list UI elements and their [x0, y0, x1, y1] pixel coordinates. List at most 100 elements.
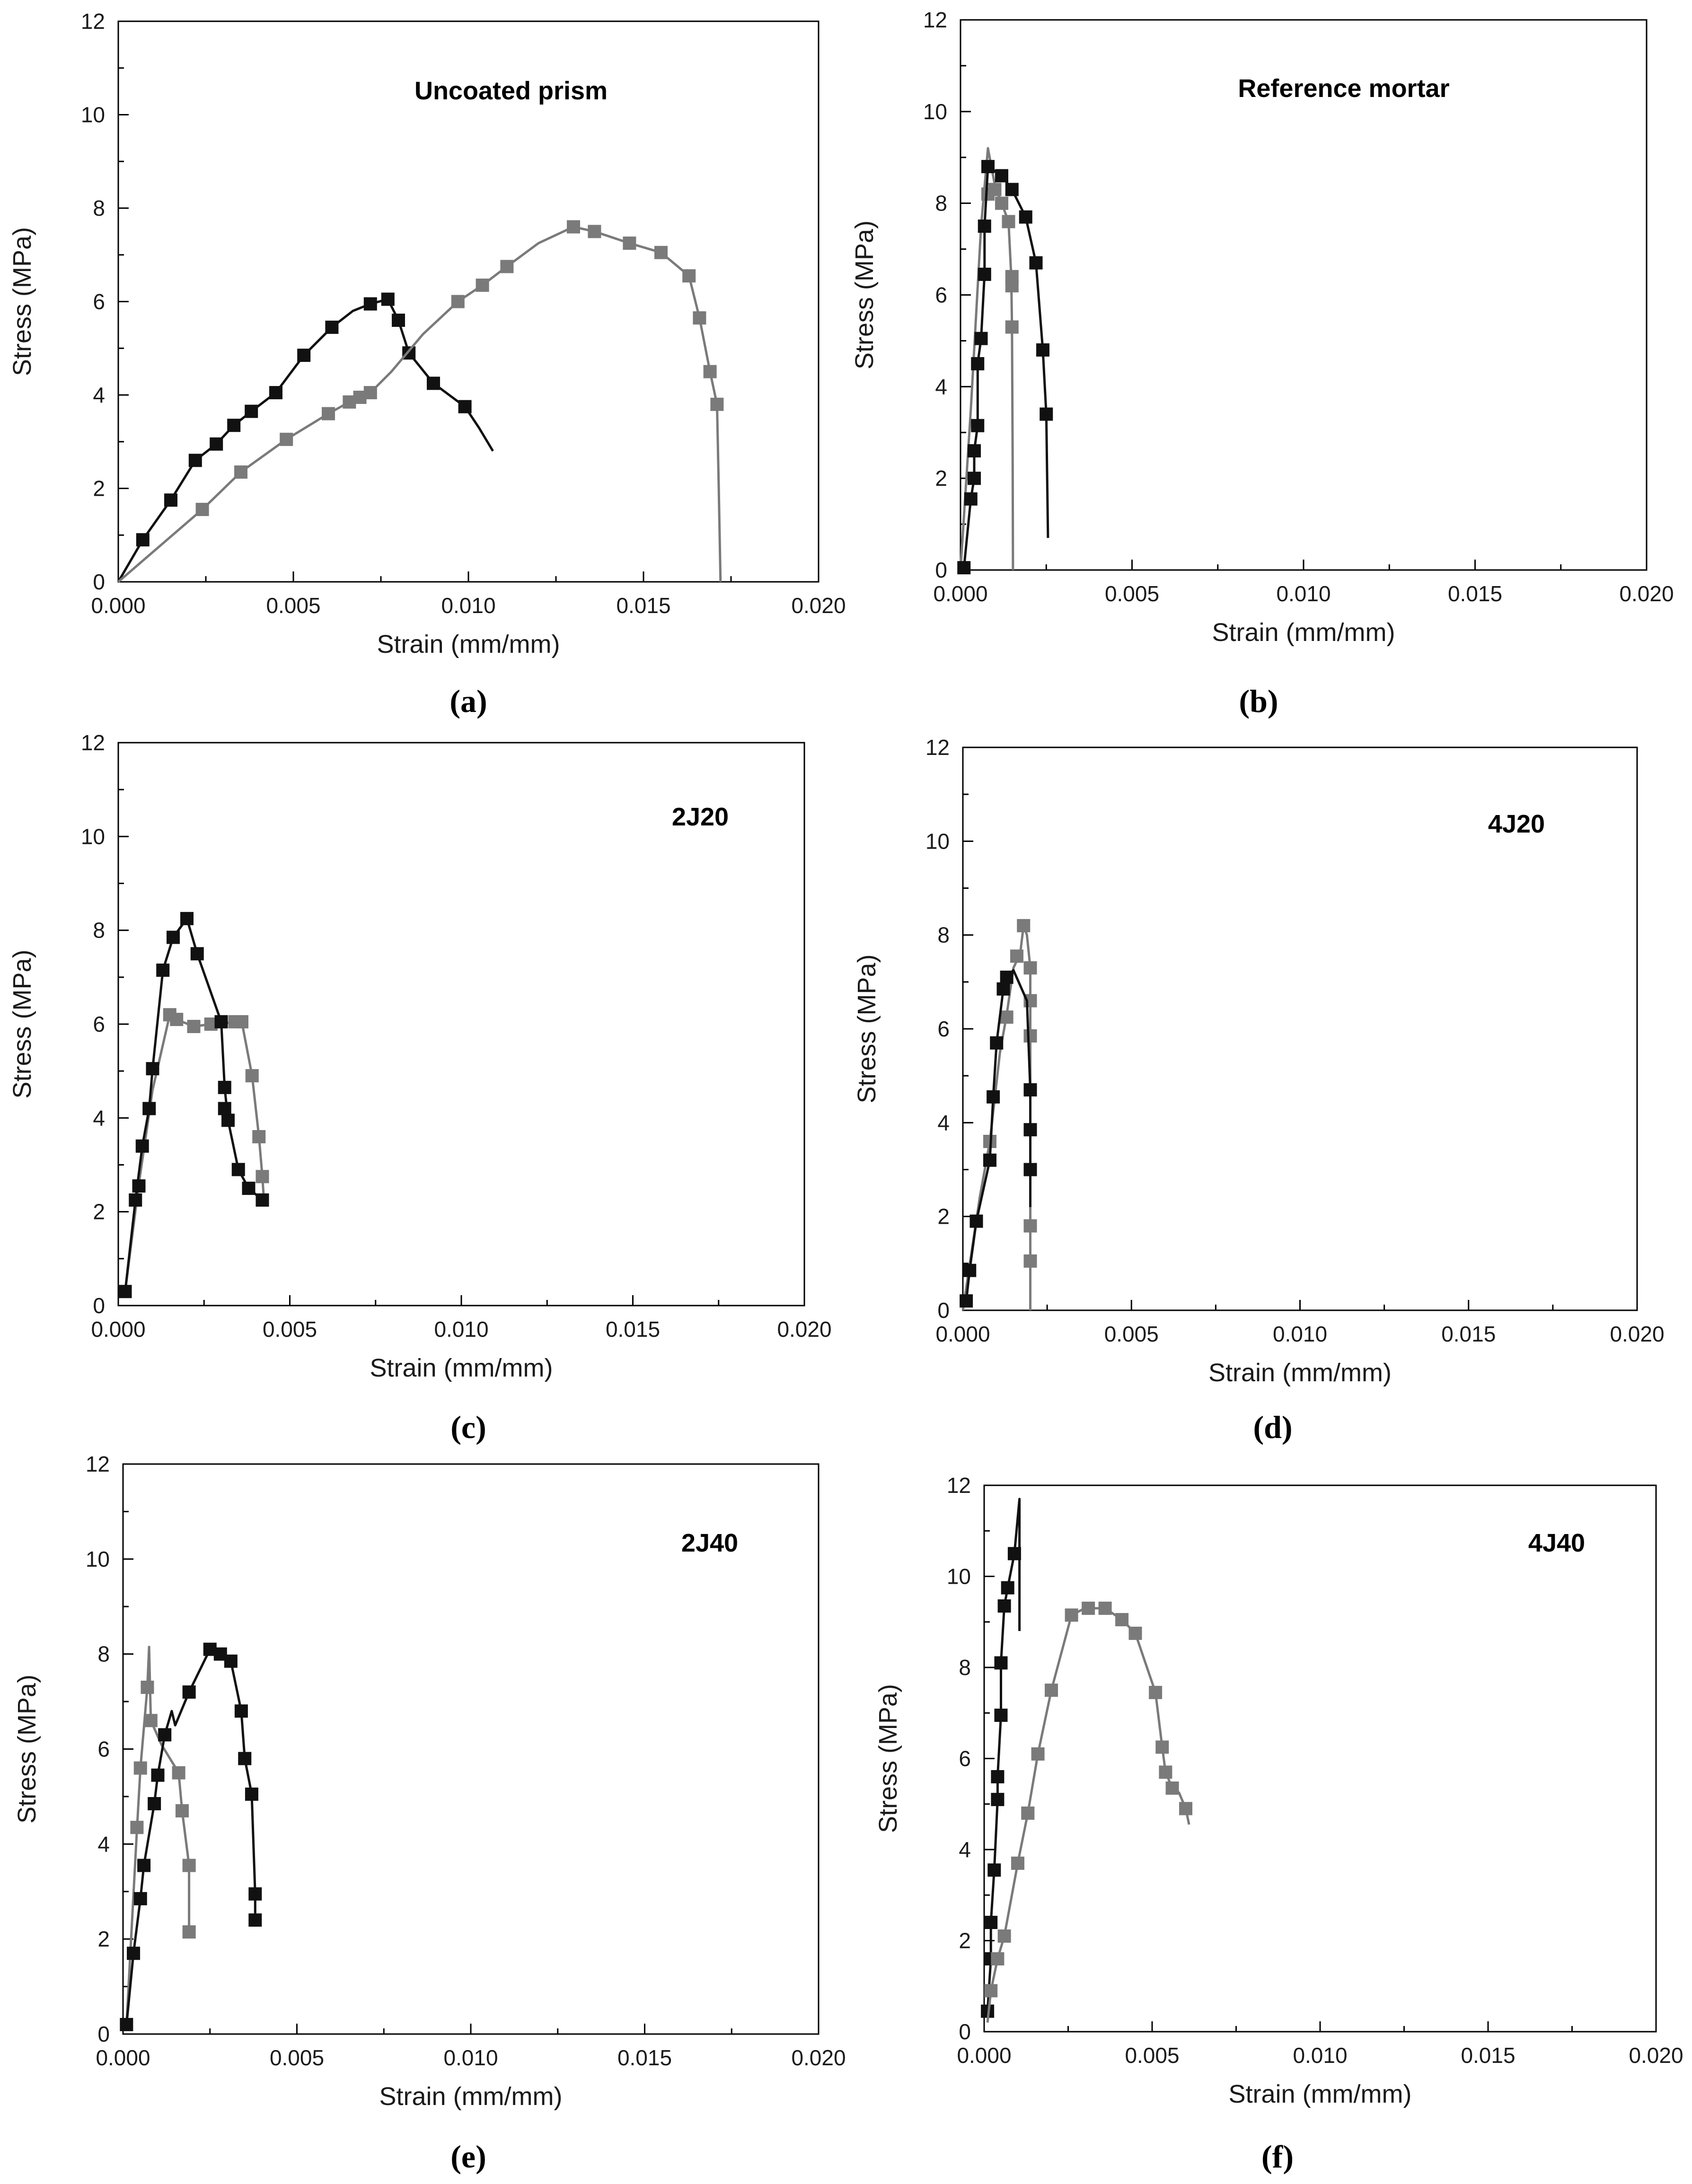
data-point-marker [1155, 1740, 1169, 1754]
data-point-marker [997, 1929, 1011, 1943]
chart-panel-5: 0.000 0.005 0.010 0.015 0.020 0 2 4 6 8 10 12 Strain… [13, 1452, 846, 2175]
data-point-marker [269, 386, 282, 400]
data-point-marker [703, 365, 717, 378]
data-point-marker [1001, 1581, 1014, 1595]
data-point-marker [158, 1728, 172, 1742]
series-black [960, 969, 1037, 1308]
data-point-marker [588, 225, 601, 238]
series-black [117, 292, 494, 583]
x-tick-label: 0.010 [443, 2045, 498, 2070]
data-point-marker [994, 1709, 1008, 1722]
data-point-marker [256, 1170, 269, 1184]
y-tick-label: 4 [97, 1832, 110, 1856]
y-tick-label: 6 [93, 289, 105, 314]
y-tick-label: 2 [93, 476, 105, 501]
data-point-marker [991, 1952, 1005, 1965]
data-point-marker [146, 1062, 159, 1076]
data-point-marker [245, 1787, 258, 1801]
y-axis-title: Stress (MPa) [8, 949, 36, 1098]
series-line [124, 1013, 265, 1292]
y-tick-label: 0 [937, 1298, 950, 1323]
panel-caption: (b) [1239, 683, 1278, 719]
series-line [959, 147, 1014, 570]
y-tick-label: 6 [935, 283, 947, 307]
y-axis-title: Stress (MPa) [13, 1675, 41, 1824]
panel-caption: (d) [1253, 1409, 1292, 1445]
y-tick-label: 8 [93, 196, 105, 220]
data-point-marker [981, 160, 995, 174]
y-tick-label: 4 [959, 1837, 971, 1862]
data-point-marker [210, 437, 223, 451]
x-axis-title: Strain (mm/mm) [379, 2082, 563, 2111]
data-point-marker [135, 1139, 149, 1153]
data-point-marker [164, 493, 177, 507]
x-tick-label: 0.015 [1461, 2043, 1515, 2068]
data-point-marker [218, 1080, 231, 1094]
panel-title: 4J40 [1528, 1529, 1585, 1557]
series-gray [961, 919, 1037, 1311]
x-tick-label: 0.010 [441, 593, 495, 618]
data-point-marker [195, 502, 209, 516]
data-point-marker [995, 196, 1008, 210]
data-point-marker [693, 311, 706, 325]
data-point-marker [968, 444, 981, 458]
data-point-marker [182, 1685, 196, 1699]
y-tick-label: 12 [81, 9, 105, 34]
data-point-marker [500, 260, 514, 273]
x-tick-label: 0.015 [1448, 581, 1502, 606]
data-point-marker [991, 1770, 1005, 1783]
data-point-marker [148, 1797, 161, 1810]
series-gray [117, 220, 724, 583]
data-point-marker [256, 1193, 269, 1207]
x-tick-label: 0.005 [1105, 581, 1159, 606]
data-point-marker [451, 295, 465, 308]
data-point-marker [1007, 1547, 1021, 1561]
x-tick-label: 0.000 [933, 581, 987, 606]
data-point-marker [1159, 1765, 1172, 1779]
x-tick-label: 0.020 [791, 593, 846, 618]
data-point-marker [1005, 279, 1019, 293]
data-point-marker [1128, 1626, 1142, 1640]
data-point-marker [297, 349, 311, 362]
series-line [117, 226, 722, 583]
data-point-marker [172, 1766, 185, 1780]
y-tick-label: 8 [93, 918, 105, 943]
x-axis-title: Strain (mm/mm) [1208, 1359, 1392, 1387]
y-tick-label: 10 [947, 1564, 971, 1589]
data-point-marker [136, 533, 150, 547]
data-point-marker [1023, 961, 1037, 975]
data-point-marker [221, 1114, 235, 1127]
data-point-marker [118, 1285, 132, 1298]
data-point-marker [129, 1193, 142, 1207]
data-point-marker [1023, 1254, 1037, 1268]
series-gray [959, 147, 1019, 570]
data-point-marker [997, 1599, 1011, 1613]
chart-panel-6: 0.000 0.005 0.010 0.015 0.020 0 2 4 6 8 10 12 Strain… [874, 1473, 1683, 2175]
series-line [125, 1646, 191, 2025]
data-point-marker [1023, 1163, 1037, 1176]
data-point-marker [427, 377, 440, 390]
data-point-marker [170, 1013, 184, 1026]
data-point-marker [984, 1984, 998, 1998]
x-tick-label: 0.020 [777, 1317, 831, 1342]
data-point-marker [363, 386, 377, 400]
data-point-marker [963, 1263, 977, 1277]
data-point-marker [1000, 1010, 1013, 1024]
x-tick-label: 0.005 [270, 2045, 324, 2070]
data-point-marker [1115, 1613, 1129, 1626]
data-point-marker [156, 963, 170, 977]
y-tick-label: 6 [93, 1012, 105, 1036]
data-point-marker [252, 1130, 266, 1143]
y-tick-label: 10 [86, 1547, 110, 1571]
data-point-marker [242, 1182, 256, 1195]
data-point-marker [182, 1859, 196, 1872]
plot-frame [983, 1484, 1657, 2033]
data-point-marker [990, 1036, 1004, 1050]
x-tick-label: 0.010 [434, 1317, 488, 1342]
x-tick-label: 0.020 [1610, 1322, 1664, 1346]
data-point-marker [227, 419, 241, 432]
y-tick-label: 4 [935, 374, 947, 399]
data-point-marker [137, 1859, 151, 1872]
x-tick-label: 0.005 [1104, 1322, 1159, 1346]
plot-frame [117, 20, 820, 583]
